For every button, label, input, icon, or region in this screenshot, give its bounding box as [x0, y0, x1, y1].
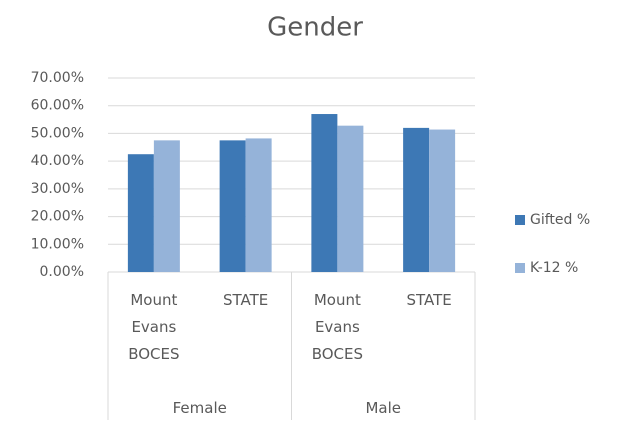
x-tick-label: STATE	[222, 291, 269, 309]
y-tick-label: 0.00%	[40, 264, 84, 280]
y-tick-label: 30.00%	[31, 181, 84, 197]
group-label: Female	[172, 399, 227, 417]
bar	[429, 129, 456, 272]
y-tick-label: 50.00%	[31, 125, 84, 141]
bar	[245, 138, 272, 272]
bar	[311, 114, 338, 273]
y-tick-label: 10.00%	[31, 236, 84, 252]
chart-title: Gender	[267, 13, 363, 43]
legend-swatch	[515, 263, 525, 273]
group-label: Male	[365, 399, 402, 417]
x-tick-label: Mount Evans BOCES	[311, 291, 364, 363]
legend-label: K-12 %	[530, 260, 578, 276]
bar	[127, 154, 154, 272]
y-tick-label: 20.00%	[31, 209, 84, 225]
legend-label: Gifted %	[530, 212, 590, 228]
bar	[219, 140, 246, 272]
y-tick-label: 70.00%	[31, 70, 84, 86]
bar	[403, 127, 430, 272]
x-tick-label: Mount Evans BOCES	[128, 291, 180, 363]
bar	[337, 125, 364, 272]
bar	[153, 140, 180, 272]
y-tick-label: 40.00%	[31, 153, 84, 169]
legend-swatch	[515, 215, 525, 225]
y-tick-label: 60.00%	[31, 98, 84, 114]
x-tick-label: STATE	[406, 291, 452, 309]
